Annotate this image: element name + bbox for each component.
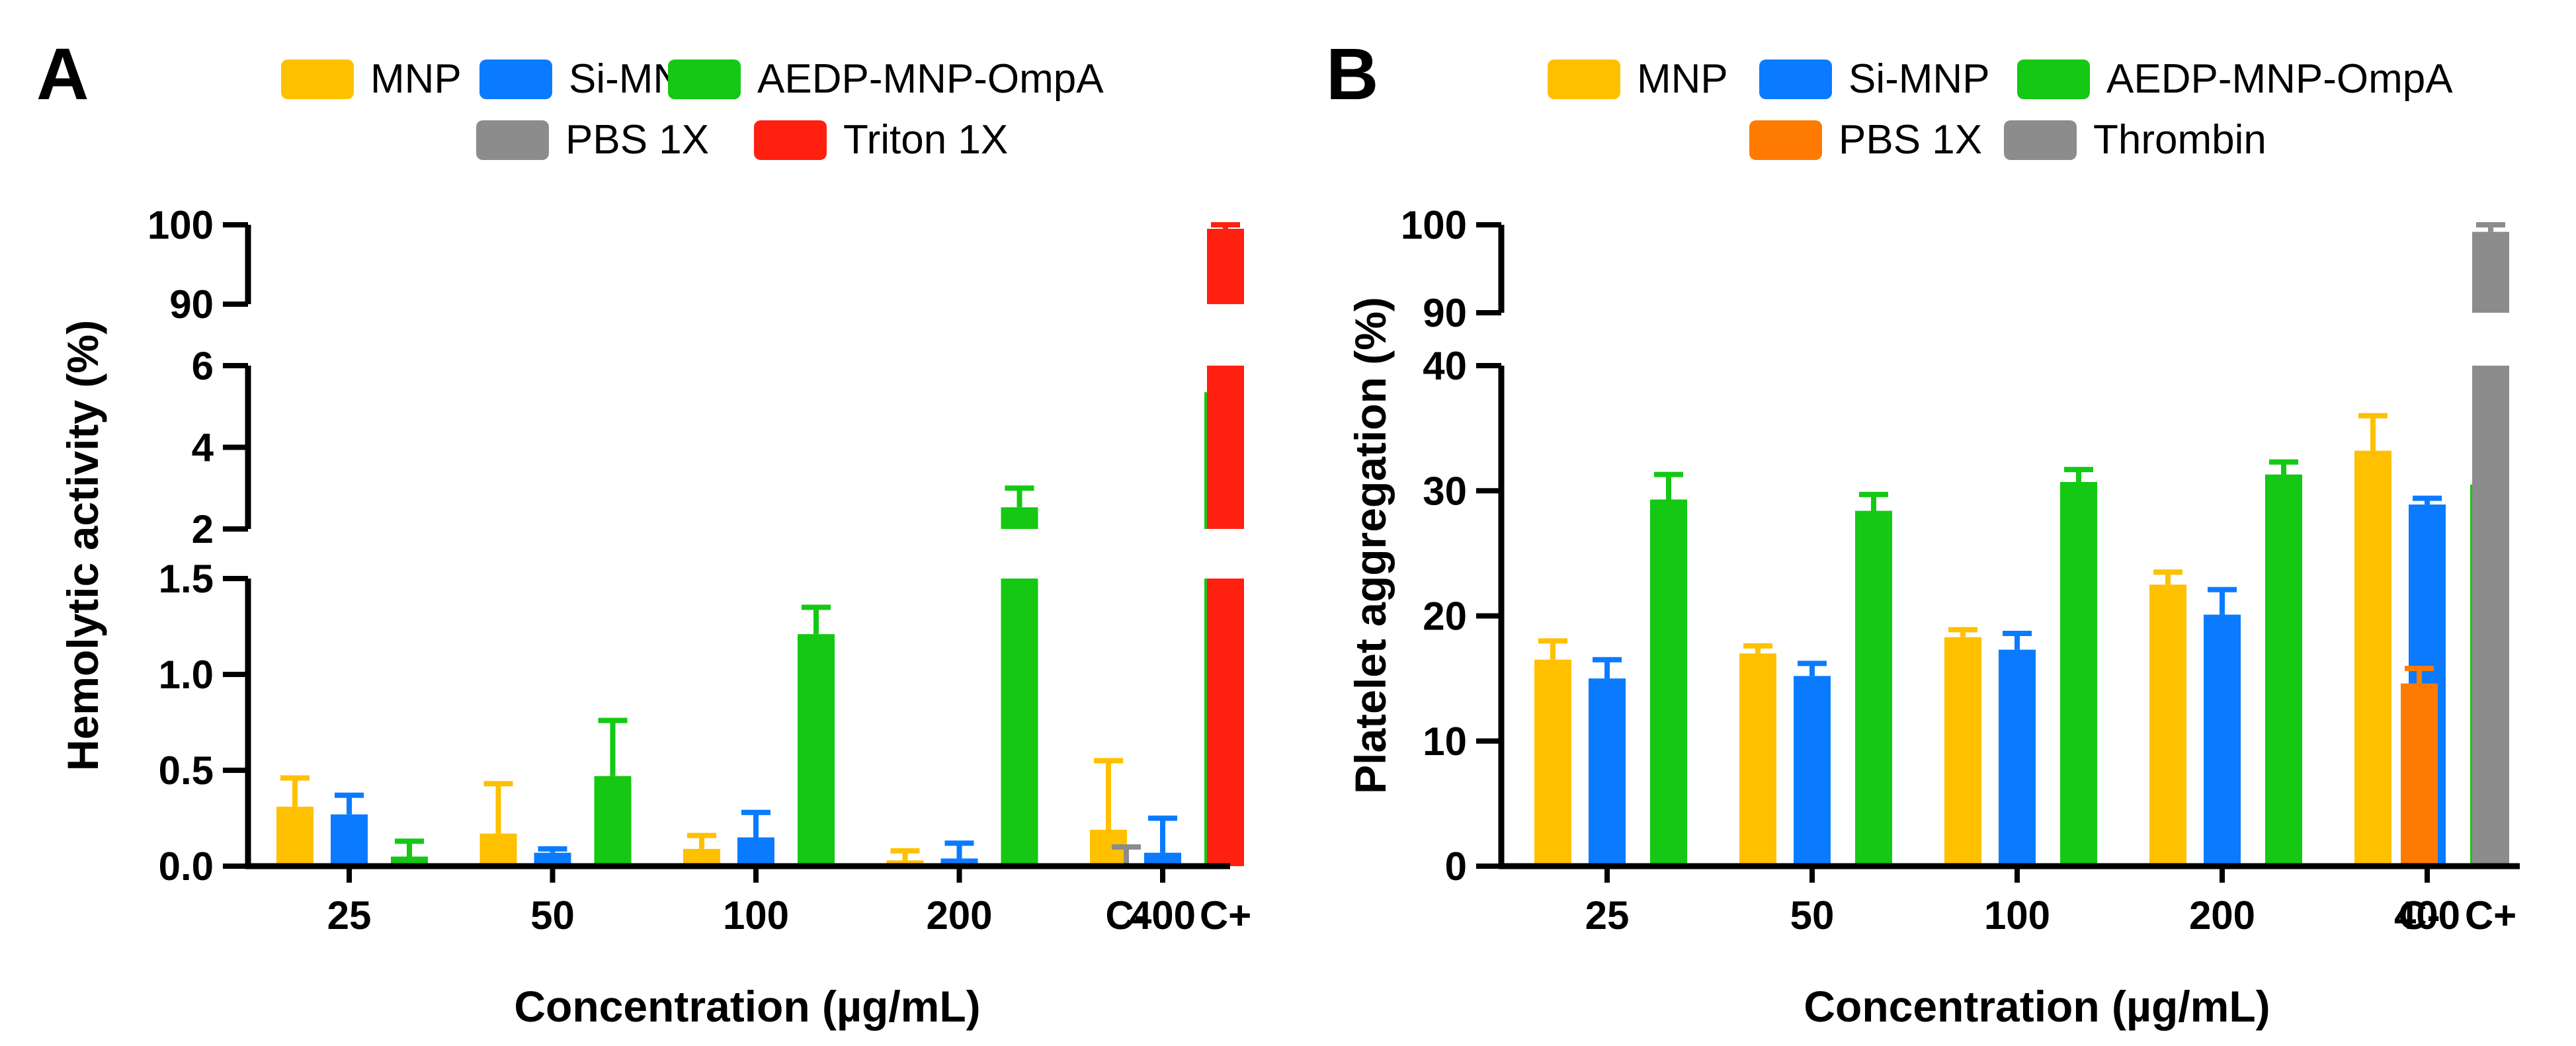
panel-b-bars — [1534, 222, 2509, 866]
panel-a-x-tick-label: 400 — [1130, 893, 1196, 938]
panel-a-aedp-mnp-ompa-200-bar-seg1 — [1001, 507, 1038, 529]
panel-a-x-tick-label: 200 — [926, 893, 992, 938]
panel-a-y-tick-label: 0.5 — [159, 748, 214, 793]
panel-a-legend-swatch-pbs-1x — [476, 120, 549, 160]
panel-b-y-tick-label: 90 — [1423, 291, 1467, 335]
panel-b-x-tick-label-c: C- — [2398, 893, 2440, 938]
panel-a-legend-label-aedp-mnp-ompa: AEDP-MNP-OmpA — [757, 56, 1104, 102]
panel-b-y-tick-label: 40 — [1423, 344, 1467, 388]
panel-b-mnp-400-bar-seg0 — [2354, 450, 2391, 866]
panel-b-x-tick-label-c: C+ — [2465, 893, 2516, 938]
panel-b-x-tick-label: 200 — [2189, 893, 2255, 938]
panel-a-x-tick-label: 50 — [530, 893, 575, 938]
panel-a-legend-label-triton-1x: Triton 1X — [843, 117, 1008, 163]
panel-b-si-mnp-50-bar-seg0 — [1794, 676, 1831, 866]
panel-a-legend-label-pbs-1x: PBS 1X — [565, 117, 709, 163]
panel-a-y-tick-label: 4 — [192, 426, 214, 470]
panel-b-x-tick-label: 400 — [2394, 893, 2460, 938]
panel-a-x-tick-label-c: C+ — [1200, 893, 1251, 938]
panel-a-y-tick-label: 1.0 — [159, 653, 214, 697]
panel-a-legend-swatch-triton-1x — [754, 120, 827, 160]
panel-b-legend-swatch-thrombin — [2004, 120, 2077, 160]
panel-a-legend-swatch-aedp-mnp-ompa — [668, 60, 741, 99]
panel-b-legend-label-aedp-mnp-ompa: AEDP-MNP-OmpA — [2106, 56, 2453, 102]
panel-b-legend-label-mnp: MNP — [1637, 56, 1728, 102]
panel-a-y-tick-label: 90 — [169, 282, 214, 327]
panel-a-y-axis-title: Hemolytic activity (%) — [58, 320, 107, 771]
panel-a-mnp-25-bar-seg0 — [276, 807, 313, 866]
panel-b-aedp-mnp-ompa-100-bar-seg0 — [2060, 482, 2097, 866]
panel-b-si-mnp-100-bar-seg0 — [1999, 649, 2036, 866]
panel-b-si-mnp-200-bar-seg0 — [2204, 614, 2241, 866]
panel-a-x-tick-label: 100 — [723, 893, 789, 938]
panel-b-mnp-50-bar-seg0 — [1739, 653, 1776, 866]
panel-b-mnp-200-bar-seg0 — [2149, 584, 2186, 866]
panel-a-x-tick-label: 25 — [327, 893, 372, 938]
panel-b-control-c-bar-seg0 — [2401, 683, 2438, 866]
panel-a-si-mnp-25-bar-seg0 — [331, 814, 368, 866]
panel-a-y-tick-label: 100 — [147, 203, 214, 247]
panel-b-letter: B — [1326, 34, 1378, 115]
panel-b-aedp-mnp-ompa-25-bar-seg0 — [1650, 499, 1687, 866]
panel-a-si-mnp-400-bar-seg0 — [1144, 852, 1181, 866]
panel-b-mnp-25-bar-seg0 — [1534, 659, 1571, 866]
panel-a-control-c-bar-seg1 — [1207, 366, 1244, 529]
panel-b-control-c-bar-seg0 — [2472, 366, 2509, 866]
panel-a-letter: A — [36, 34, 89, 115]
panel-a-y-tick-label: 2 — [192, 507, 214, 551]
panel-a-control-c-bar-seg2 — [1207, 229, 1244, 304]
panel-a-legend-label-mnp: MNP — [370, 56, 462, 102]
panel-b-x-tick-label: 100 — [1984, 893, 2050, 938]
panel-a-si-mnp-100-bar-seg0 — [737, 837, 774, 866]
panel-a-mnp-50-bar-seg0 — [479, 833, 517, 866]
panel-a-aedp-mnp-ompa-100-bar-seg0 — [798, 634, 835, 866]
panel-a-x-axis-title: Concentration (µg/mL) — [514, 982, 980, 1031]
panel-b-legend-swatch-si-mnp — [1759, 60, 1832, 99]
panel-b-legend: MNP Si-MNP AEDP-MNP-OmpA PBS 1X Thrombin — [1548, 56, 2453, 163]
panel-b-legend-swatch-mnp — [1548, 60, 1620, 99]
panel-b: B MNP Si-MNP AEDP-MNP-OmpA PBS 1X Thrombin 0… — [1326, 34, 2520, 1031]
panel-b-mnp-100-bar-seg0 — [1944, 637, 1981, 866]
panel-a-x-tick-label-c: C- — [1105, 893, 1147, 938]
panel-a-aedp-mnp-ompa-200-bar-seg0 — [1001, 579, 1038, 866]
panel-a-legend-swatch-mnp — [281, 60, 354, 99]
panel-a-y-tick-label: 0.0 — [159, 844, 214, 889]
panel-b-x-axis-title: Concentration (µg/mL) — [1804, 982, 2270, 1031]
panel-b-x-tick-label: 50 — [1790, 893, 1835, 938]
panel-a-bars — [276, 222, 1244, 866]
panel-b-legend-label-si-mnp: Si-MNP — [1849, 56, 1990, 102]
panel-b-si-mnp-25-bar-seg0 — [1589, 678, 1626, 866]
panel-b-legend-label-pbs-1x: PBS 1X — [1839, 117, 1982, 163]
panel-a-control-c-bar-seg0 — [1207, 579, 1244, 866]
panel-b-legend-swatch-pbs-1x — [1749, 120, 1822, 160]
panel-b-x-tick-label: 25 — [1585, 893, 1630, 938]
panel-b-control-c-bar-seg1 — [2472, 231, 2509, 313]
panel-b-aedp-mnp-ompa-50-bar-seg0 — [1855, 510, 1892, 866]
panel-a-si-mnp-200-bar-seg0 — [940, 858, 978, 866]
panel-b-y-tick-label: 20 — [1423, 594, 1467, 639]
panel-b-y-tick-label: 100 — [1401, 203, 1467, 247]
panel-b-y-tick-label: 0 — [1445, 844, 1467, 889]
panel-b-legend-swatch-aedp-mnp-ompa — [2017, 60, 2090, 99]
panel-b-aedp-mnp-ompa-200-bar-seg0 — [2265, 474, 2302, 866]
panel-b-legend-label-thrombin: Thrombin — [2093, 117, 2266, 163]
panel-b-y-axis-title: Platelet aggregation (%) — [1346, 297, 1395, 794]
panel-b-y-tick-label: 10 — [1423, 719, 1467, 764]
panel-b-y-tick-label: 30 — [1423, 469, 1467, 513]
panel-a-y-tick-label: 1.5 — [159, 557, 214, 601]
panel-a-si-mnp-50-bar-seg0 — [534, 852, 571, 866]
panel-a-aedp-mnp-ompa-50-bar-seg0 — [594, 776, 632, 866]
panel-a-y-tick-label: 6 — [192, 344, 214, 388]
panel-a-legend-swatch-si-mnp — [479, 60, 552, 99]
